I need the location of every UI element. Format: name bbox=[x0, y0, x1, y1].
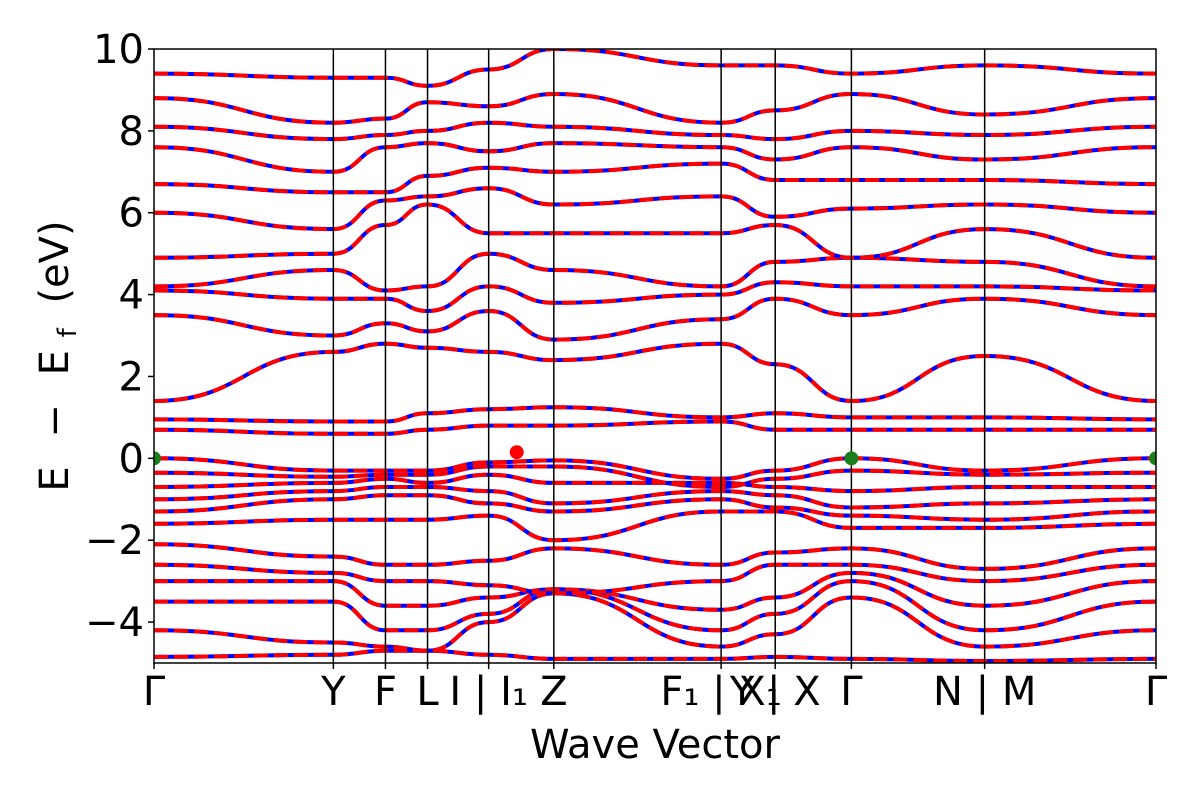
y-axis-title-unit: (eV) bbox=[32, 220, 78, 303]
band-line-fit-12 bbox=[154, 419, 1156, 436]
x-tick-label-10: Γ bbox=[1145, 669, 1168, 715]
markers-layer bbox=[154, 445, 1156, 466]
y-tick-label-6: 8 bbox=[119, 109, 144, 155]
band-line-fit-0 bbox=[154, 648, 1156, 663]
plot-frame bbox=[153, 48, 1157, 664]
band-line-fit-22 bbox=[154, 120, 1156, 142]
band-line-fit-14 bbox=[154, 341, 1156, 404]
band-line-fit-17 bbox=[154, 251, 1156, 293]
x-tick-label-5: Z bbox=[540, 669, 567, 715]
y-axis-ticks: −4 −2 0 2 4 6 8 10 bbox=[85, 27, 154, 646]
kpath-divider-lines bbox=[332, 49, 986, 663]
band-line-fit-20 bbox=[154, 161, 1156, 195]
band-line-fit-2 bbox=[154, 579, 1156, 633]
y-tick-label-0: −4 bbox=[85, 600, 144, 646]
band-line-fit-13 bbox=[154, 405, 1156, 424]
band-line-fit-3 bbox=[154, 570, 1156, 612]
bands-layer bbox=[154, 49, 1156, 663]
x-tick-label-3: L bbox=[416, 669, 439, 715]
band-line-fit-15 bbox=[154, 296, 1156, 342]
extremum-marker-3 bbox=[1149, 451, 1156, 466]
band-line-fit-1 bbox=[154, 591, 1156, 653]
band-line-fit-9 bbox=[154, 472, 1156, 494]
y-axis-title-sub: f bbox=[53, 327, 83, 337]
band-line-fit-8 bbox=[154, 485, 1156, 510]
y-tick-label-7: 10 bbox=[93, 27, 144, 73]
band-line-fit-16 bbox=[154, 280, 1156, 314]
band-line-dft-14 bbox=[154, 341, 1156, 404]
y-axis-title-minus: − bbox=[32, 404, 78, 438]
band-line-fit-4 bbox=[154, 562, 1156, 596]
y-axis-title-e2: E bbox=[32, 350, 78, 375]
extremum-marker-1 bbox=[509, 445, 524, 460]
band-line-dft-23 bbox=[154, 91, 1156, 125]
y-tick-label-2: 0 bbox=[119, 436, 144, 482]
band-line-fit-10 bbox=[154, 464, 1156, 490]
band-line-fit-19 bbox=[154, 186, 1156, 232]
x-tick-label-1: Y bbox=[320, 669, 346, 715]
y-tick-label-4: 4 bbox=[119, 273, 144, 319]
x-tick-label-0: Γ bbox=[143, 669, 166, 715]
band-line-fit-18 bbox=[154, 202, 1156, 260]
band-line-fit-7 bbox=[154, 493, 1156, 522]
x-tick-label-9: N | M bbox=[933, 669, 1036, 715]
x-tick-label-7: Y | X bbox=[729, 669, 821, 715]
band-line-fit-6 bbox=[154, 509, 1156, 543]
x-axis-title: Wave Vector bbox=[530, 722, 781, 768]
extremum-marker-2 bbox=[844, 451, 859, 466]
x-tick-label-2: F bbox=[374, 669, 397, 715]
y-tick-label-3: 2 bbox=[119, 354, 144, 400]
x-tick-label-8: Γ bbox=[840, 669, 863, 715]
y-tick-label-1: −2 bbox=[85, 518, 144, 564]
band-line-fit-21 bbox=[154, 141, 1156, 174]
band-line-fit-5 bbox=[154, 542, 1156, 571]
band-line-dft-19 bbox=[154, 186, 1156, 232]
x-tick-label-4: I | I₁ bbox=[449, 669, 528, 715]
band-line-fit-24 bbox=[154, 49, 1156, 88]
extremum-marker-0 bbox=[154, 451, 161, 466]
band-line-fit-11 bbox=[154, 456, 1156, 481]
y-tick-label-5: 6 bbox=[119, 191, 144, 237]
x-tick-label-6: F₁ | X₁ bbox=[660, 669, 781, 715]
y-axis-title-e1: E bbox=[32, 466, 78, 491]
y-axis-title: E − E f (eV) bbox=[32, 220, 86, 491]
band-line-fit-23 bbox=[154, 91, 1156, 125]
